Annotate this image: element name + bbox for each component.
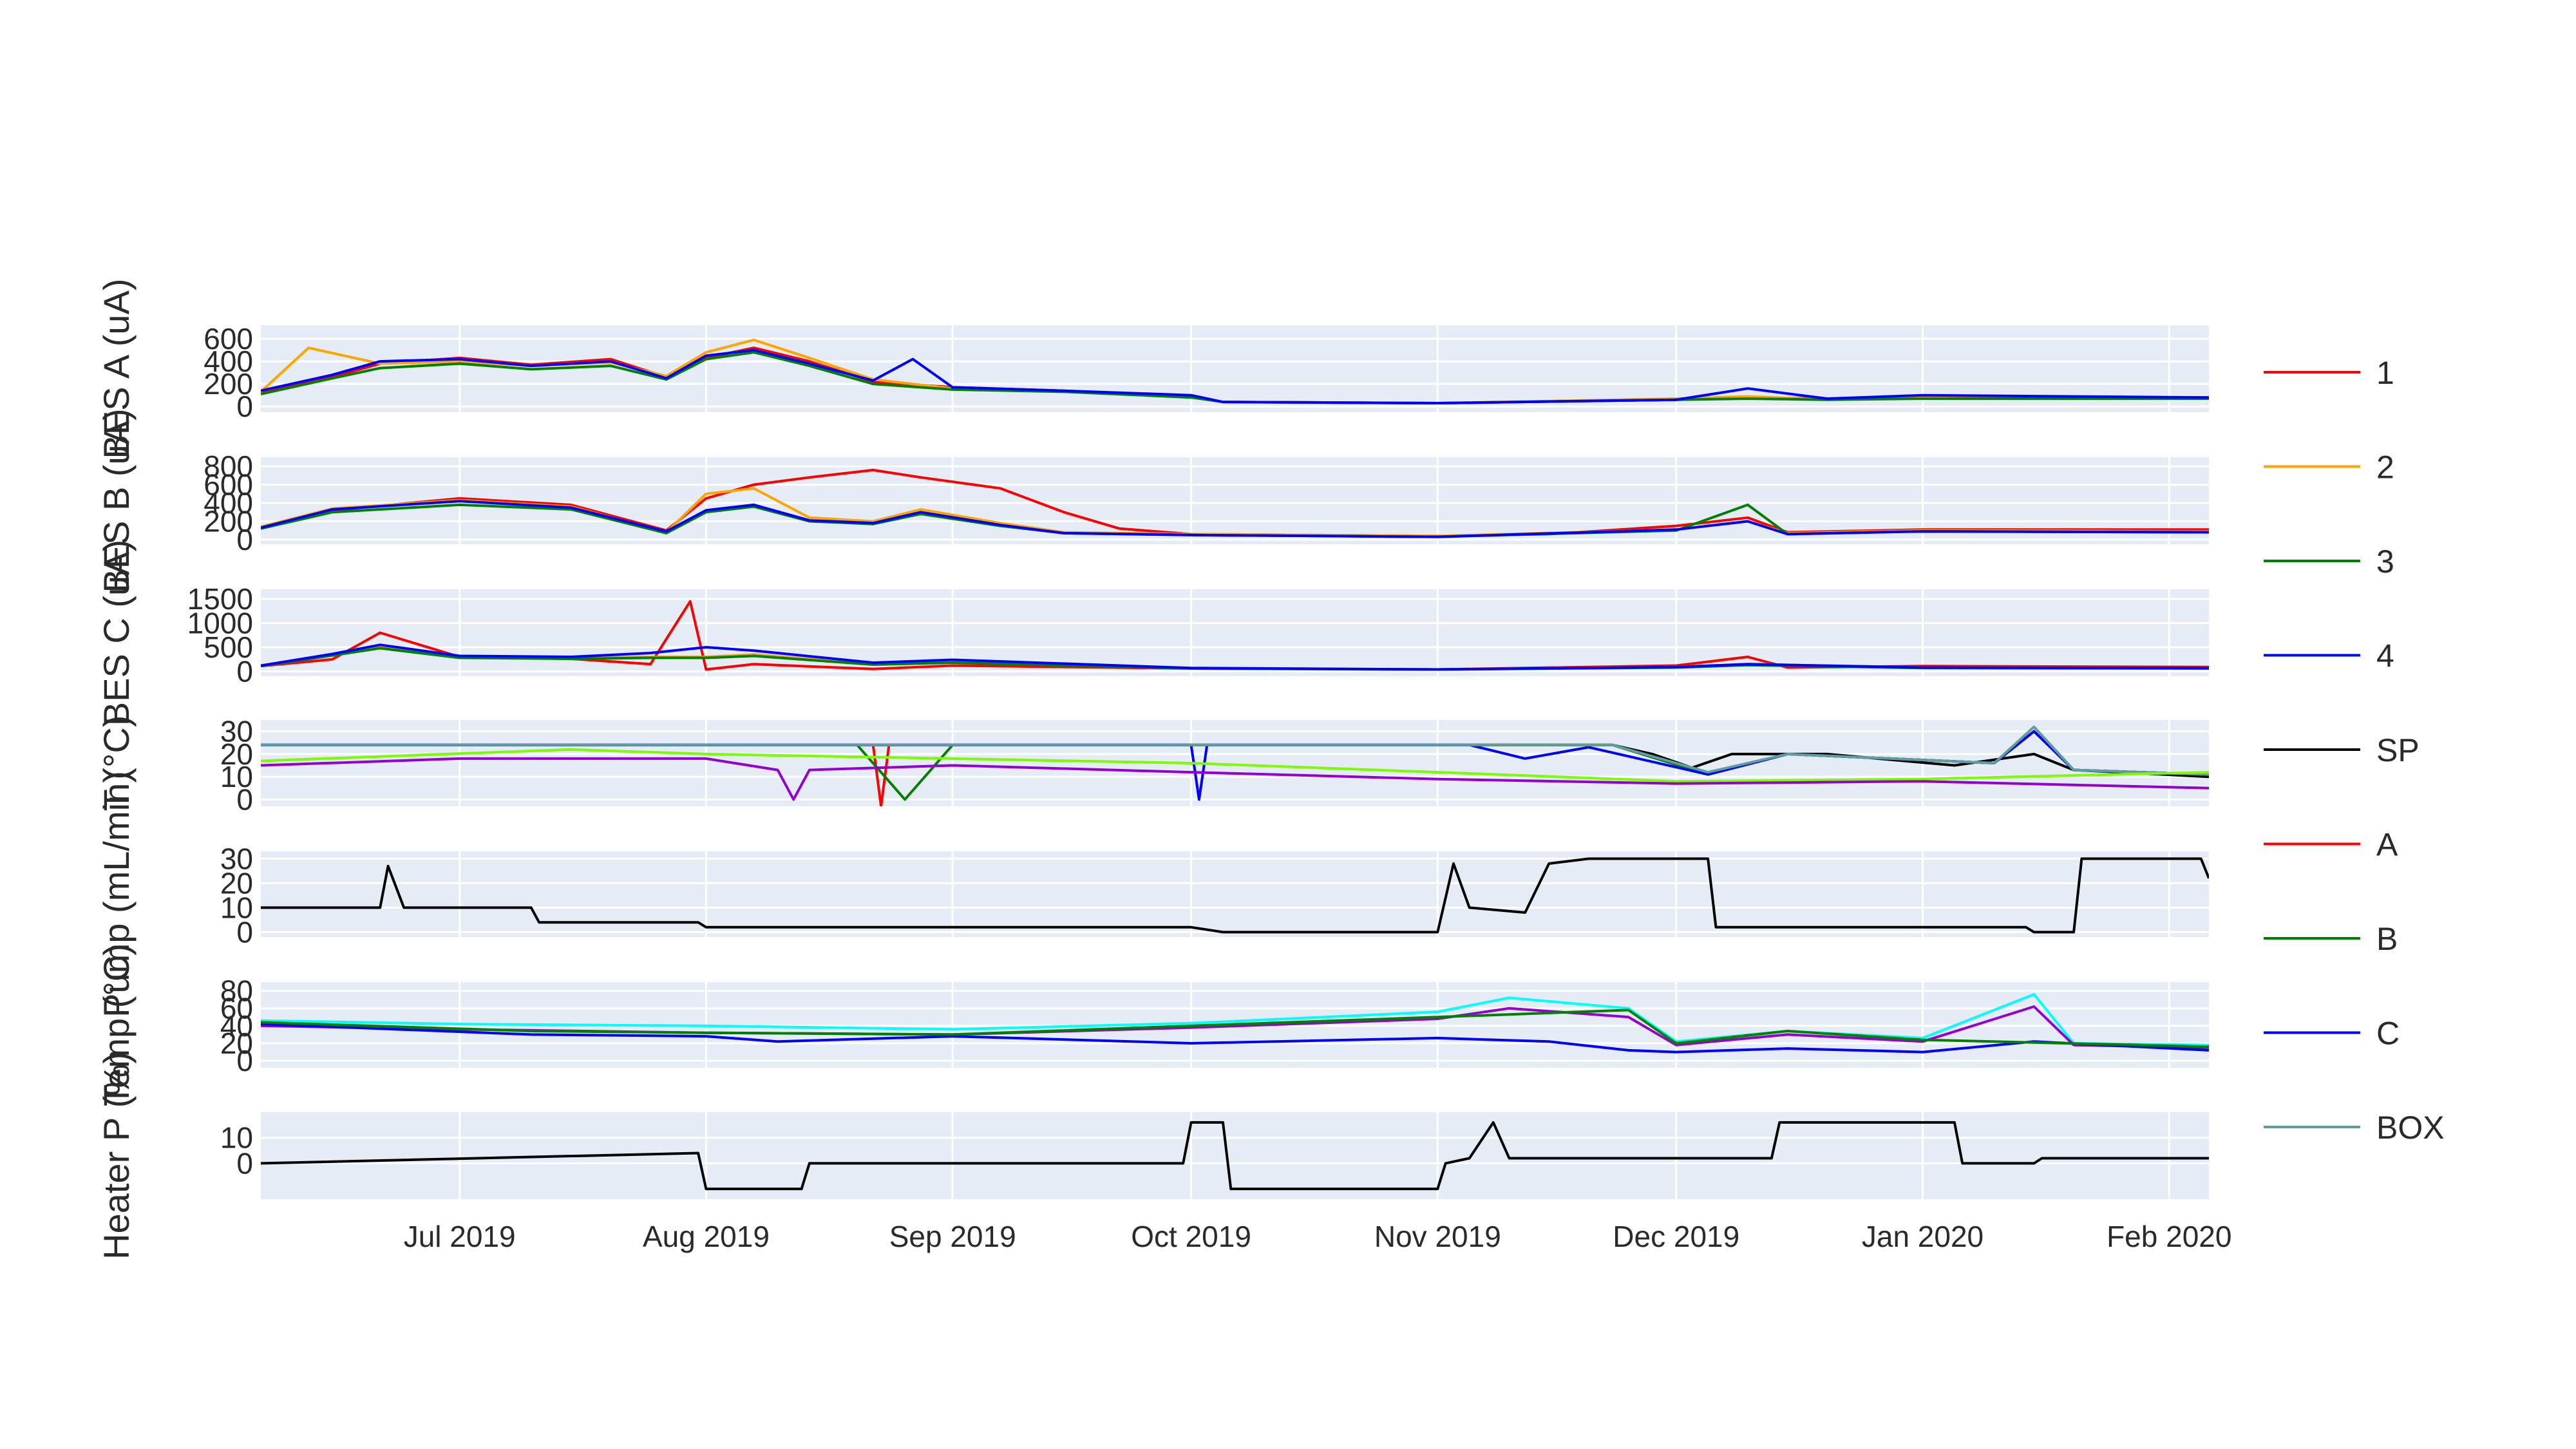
series-line-sp (261, 743, 2209, 779)
y-axis-title: BES A (uA) (96, 278, 137, 459)
x-tick-label: Jul 2019 (404, 1220, 516, 1253)
x-tick-label: Jan 2020 (1862, 1220, 1984, 1253)
y-tick-label: 0 (236, 655, 253, 688)
y-tick-label: 200 (204, 367, 253, 401)
x-tick-label: Aug 2019 (643, 1220, 770, 1253)
series-line-unnamed (261, 1023, 2209, 1054)
y-axis-title: Heater P (%) (96, 1052, 137, 1260)
y-tick-label: 30 (220, 715, 253, 748)
y-axis-title: T (°C) (96, 715, 137, 811)
y-tick-label: 0 (236, 782, 253, 816)
y-tick-label: 10 (220, 760, 253, 793)
y-tick-label: 600 (204, 322, 253, 355)
panel-background (261, 720, 2209, 806)
y-tick-label: 20 (220, 1027, 253, 1060)
legend: 1 2 3 4 SP A B C BOX (2264, 355, 2445, 1146)
y-tick-label: 1000 (187, 607, 253, 640)
x-tick-label: Dec 2019 (1613, 1220, 1739, 1253)
y-tick-label: 0 (236, 915, 253, 949)
y-axis-title: BES C (uA) (96, 540, 137, 726)
x-tick-label: Sep 2019 (889, 1220, 1016, 1253)
y-tick-label: 500 (204, 630, 253, 664)
y-tick-label: 20 (220, 737, 253, 771)
legend-item-2: 2 (2264, 450, 2394, 486)
y-tick-label: 40 (220, 1009, 253, 1043)
series-line-4 (261, 643, 2209, 671)
y-tick-label: 60 (220, 992, 253, 1025)
x-tick-label: Feb 2020 (2107, 1220, 2231, 1253)
panel-series (261, 468, 2209, 538)
series-line-3 (261, 503, 2209, 538)
y-tick-label: 0 (236, 1146, 253, 1180)
y-tick-label: 200 (204, 504, 253, 538)
series-line-unnamed (261, 1009, 2209, 1048)
y-tick-label: 80 (220, 974, 253, 1008)
panel-series (261, 725, 2209, 806)
panel-background (261, 589, 2209, 676)
series-line-3 (261, 351, 2209, 404)
y-tick-label: 10 (220, 891, 253, 924)
x-axis: Jul 2019 Aug 2019 Sep 2019 Oct 2019 Nov 2019… (404, 1220, 2232, 1253)
series-line-4 (261, 348, 2209, 404)
y-axis-title: Temp (°C) (96, 943, 137, 1106)
legend-item-b: B (2264, 921, 2398, 957)
y-tick-label: 400 (204, 345, 253, 378)
y-tick-label: 30 (220, 842, 253, 875)
legend-item-sp: SP (2264, 732, 2420, 768)
legend-label: B (2376, 921, 2398, 957)
legend-item-1: 1 (2264, 355, 2394, 391)
panel-background (261, 851, 2209, 937)
y-tick-label: 20 (220, 866, 253, 900)
series-line-c (261, 730, 2209, 801)
legend-label: 3 (2376, 544, 2394, 580)
legend-item-box: BOX (2264, 1110, 2445, 1146)
legend-label: BOX (2376, 1110, 2445, 1146)
legend-label: A (2376, 827, 2398, 863)
y-axis-title: Pump (mL/min) (96, 771, 137, 1018)
legend-label: 1 (2376, 355, 2394, 391)
y-tick-label: 1500 (187, 582, 253, 616)
panel-series (261, 338, 2209, 404)
series-line-unnamed (261, 1121, 2209, 1191)
y-axis-title: BES B (uA) (96, 408, 137, 592)
panel-7: 010 Heater P (%) (96, 1052, 2209, 1260)
panel-series (261, 1121, 2209, 1191)
y-tick-label: 600 (204, 468, 253, 502)
y-tick-label: 0 (236, 523, 253, 556)
legend-label: 2 (2376, 450, 2394, 486)
y-tick-label: 10 (220, 1121, 253, 1155)
y-tick-label: 400 (204, 486, 253, 520)
series-line-box (261, 725, 2209, 776)
legend-item-4: 4 (2264, 638, 2394, 674)
legend-label: 4 (2376, 638, 2394, 674)
series-line-unnamed (261, 993, 2209, 1046)
panel-series (261, 857, 2209, 934)
legend-item-c: C (2264, 1016, 2400, 1052)
series-line-4 (261, 500, 2209, 538)
panel-series (261, 600, 2209, 671)
y-tick-label: 0 (236, 1044, 253, 1077)
legend-label: SP (2376, 732, 2420, 768)
x-tick-label: Oct 2019 (1131, 1220, 1251, 1253)
legend-item-a: A (2264, 827, 2398, 863)
legend-label: C (2376, 1016, 2400, 1052)
x-tick-label: Nov 2019 (1374, 1220, 1501, 1253)
legend-item-3: 3 (2264, 544, 2394, 580)
series-line-unnamed (261, 748, 2209, 783)
series-line-1 (261, 468, 2209, 538)
panel-series (261, 993, 2209, 1054)
series-line-unnamed (261, 757, 2209, 801)
y-tick-label: 0 (236, 390, 253, 423)
y-tick-label: 800 (204, 450, 253, 483)
series-line-unnamed (261, 857, 2209, 934)
